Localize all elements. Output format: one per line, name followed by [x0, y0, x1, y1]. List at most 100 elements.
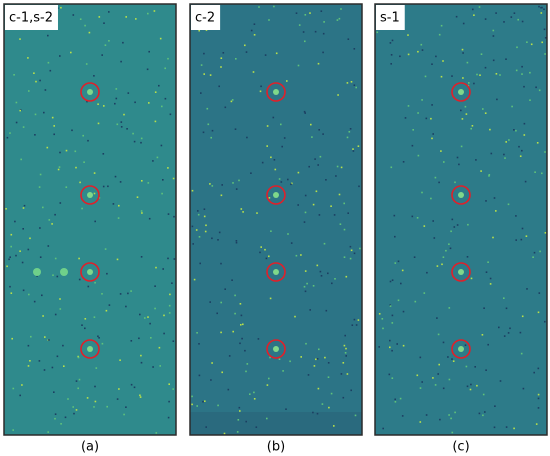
- speckle: [141, 180, 143, 182]
- speckle: [352, 150, 355, 152]
- speckle: [354, 414, 357, 417]
- speckle: [54, 257, 57, 260]
- speckle: [312, 411, 314, 414]
- speckle: [28, 90, 30, 92]
- speckle: [155, 266, 157, 269]
- speckle: [22, 207, 25, 209]
- speckle: [221, 371, 223, 374]
- speckle: [57, 168, 60, 171]
- speckle: [471, 125, 474, 127]
- speckle: [462, 52, 464, 54]
- speckle: [445, 249, 447, 252]
- speckle: [59, 151, 61, 154]
- speckle: [436, 265, 439, 267]
- speckle: [461, 48, 464, 51]
- panel-background: [375, 4, 547, 435]
- speckle: [397, 299, 400, 302]
- speckle: [97, 122, 100, 125]
- speckle: [204, 230, 207, 233]
- speckle: [162, 179, 164, 181]
- speckle: [343, 344, 346, 347]
- speckle: [108, 304, 111, 306]
- speckle: [230, 100, 233, 103]
- speckle: [434, 176, 437, 179]
- speckle: [119, 359, 121, 361]
- spot-center: [458, 269, 464, 275]
- speckle: [234, 294, 236, 297]
- speckle: [167, 57, 169, 60]
- speckle: [437, 333, 440, 336]
- speckle: [412, 129, 414, 131]
- speckle: [345, 275, 348, 278]
- speckle: [167, 416, 170, 419]
- speckle: [340, 166, 343, 169]
- speckle: [232, 330, 234, 333]
- speckle: [304, 270, 307, 272]
- speckle: [421, 381, 423, 383]
- speckle: [391, 322, 394, 324]
- speckle: [389, 346, 391, 349]
- speckle: [314, 158, 316, 160]
- speckle: [347, 38, 350, 40]
- speckle: [344, 352, 347, 354]
- speckle: [503, 153, 505, 156]
- speckle: [202, 400, 204, 403]
- speckle: [88, 31, 91, 34]
- speckle: [345, 355, 347, 357]
- speckle: [266, 417, 268, 420]
- speckle: [319, 270, 322, 273]
- speckle: [60, 423, 62, 425]
- speckle: [237, 419, 240, 421]
- speckle: [191, 395, 193, 398]
- speckle: [496, 98, 498, 101]
- speckle: [450, 230, 452, 233]
- speckle: [438, 181, 440, 184]
- speckle: [438, 363, 440, 366]
- speckle: [203, 208, 206, 210]
- speckle: [439, 418, 441, 421]
- speckle: [381, 318, 384, 320]
- speckle: [154, 307, 156, 310]
- speckle: [495, 12, 497, 14]
- speckle: [518, 145, 520, 148]
- speckle: [280, 181, 283, 183]
- speckle: [509, 327, 511, 330]
- speckle: [339, 223, 342, 225]
- speckle: [423, 292, 426, 294]
- dark-band: [190, 412, 362, 435]
- speckle: [140, 354, 142, 357]
- speckle: [206, 107, 209, 110]
- speckle: [147, 316, 149, 318]
- speckle: [300, 356, 302, 358]
- spot-center: [87, 346, 93, 352]
- speckle: [59, 55, 61, 57]
- speckle: [312, 203, 315, 206]
- speckle: [246, 136, 248, 139]
- speckle: [65, 186, 68, 188]
- speckle: [54, 213, 56, 216]
- speckle: [211, 362, 213, 364]
- speckle: [173, 258, 176, 260]
- speckle: [11, 337, 13, 340]
- speckle: [287, 178, 289, 181]
- speckle: [75, 409, 78, 411]
- speckle: [537, 397, 540, 400]
- speckle: [43, 111, 45, 114]
- speckle: [538, 292, 541, 294]
- speckle: [407, 34, 409, 36]
- speckle: [482, 108, 484, 110]
- speckle: [236, 431, 239, 433]
- speckle: [438, 33, 441, 36]
- panel-tag-box: [191, 5, 221, 30]
- speckle: [72, 406, 74, 408]
- speckle: [402, 161, 405, 163]
- speckle: [245, 51, 248, 53]
- speckle: [139, 396, 142, 398]
- speckle: [399, 397, 402, 400]
- speckle: [394, 235, 396, 238]
- speckle: [304, 194, 307, 197]
- speckle: [47, 245, 50, 247]
- speckle: [508, 139, 510, 141]
- speckle: [310, 123, 312, 126]
- speckle: [316, 412, 319, 415]
